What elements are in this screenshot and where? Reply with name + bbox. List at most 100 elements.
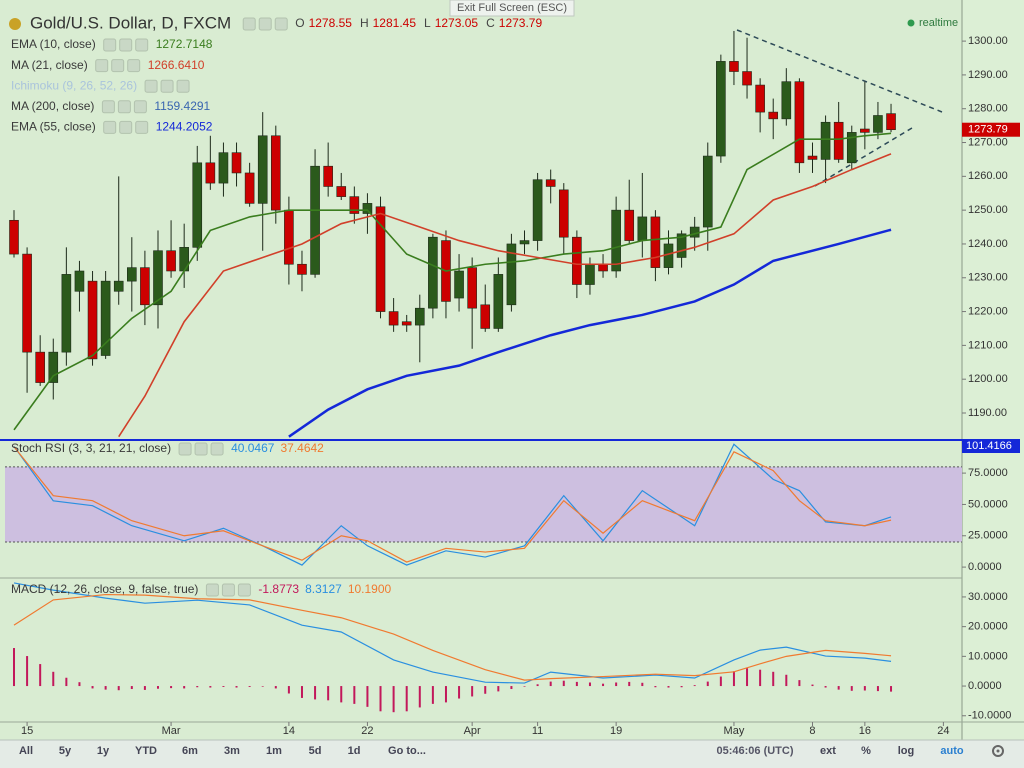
histogram-bar <box>680 686 683 688</box>
pane-title: Stoch RSI (3, 3, 21, 21, close) <box>11 441 171 455</box>
histogram-bar <box>392 686 395 713</box>
histogram-bar <box>562 680 565 687</box>
range-button[interactable]: 5y <box>59 745 72 757</box>
y-tick-label: 1240.00 <box>968 238 1008 250</box>
y-tick-label: 0.0000 <box>968 561 1002 573</box>
candle-body <box>689 226 700 238</box>
legend-icon <box>95 59 109 73</box>
histogram-bar <box>300 686 303 698</box>
ohlc-value: 1273.79 <box>499 16 543 30</box>
histogram-bar <box>798 680 801 687</box>
histogram-bar <box>693 685 696 687</box>
candle-body <box>702 155 713 228</box>
histogram-bar <box>143 686 146 690</box>
legend-value: 1266.6410 <box>148 58 205 72</box>
candle-body <box>598 263 608 272</box>
histogram-bar <box>91 686 94 689</box>
y-tick-label: 1200.00 <box>968 373 1008 385</box>
histogram-bar <box>287 686 290 694</box>
histogram-bar <box>327 686 330 701</box>
x-tick-label: 11 <box>532 725 543 737</box>
range-button[interactable]: YTD <box>135 745 157 757</box>
histogram-bar <box>602 683 605 687</box>
range-button[interactable]: Go to... <box>388 745 426 757</box>
legend-value: -1.8773 <box>258 582 299 596</box>
histogram-bar <box>196 686 199 688</box>
y-tick-label: 1190.00 <box>968 407 1007 419</box>
axis-option[interactable]: % <box>861 745 871 757</box>
candle-body <box>192 162 203 248</box>
legend-icon <box>178 442 192 456</box>
legend-icon <box>119 38 133 52</box>
histogram-bar <box>732 671 735 687</box>
legend-icon <box>119 120 133 134</box>
x-tick-label: 16 <box>859 725 871 737</box>
histogram-bar <box>549 681 552 687</box>
histogram-bar <box>628 681 631 687</box>
candle-body <box>676 233 687 258</box>
legend-name: EMA (55, close) <box>11 120 96 134</box>
legend-value: 1244.2052 <box>156 120 213 134</box>
histogram-bar <box>588 682 591 687</box>
clock: 05:46:06 (UTC) <box>716 745 793 757</box>
range-button[interactable]: 1y <box>97 745 110 757</box>
candle-body <box>532 179 543 241</box>
axis-option[interactable]: log <box>898 745 915 757</box>
range-button[interactable]: 1d <box>348 745 361 757</box>
y-tick-label: 20.0000 <box>968 621 1008 633</box>
candle-body <box>742 71 752 86</box>
pane <box>13 648 893 713</box>
legend-icon <box>205 583 219 597</box>
histogram-bar <box>366 686 369 707</box>
candle-body <box>833 121 844 160</box>
histogram-bar <box>444 686 447 703</box>
top-line-tag <box>962 439 1020 453</box>
histogram-bar <box>458 686 461 699</box>
banner[interactable]: Exit Full Screen (ESC) <box>457 2 567 14</box>
candle-body <box>257 135 268 204</box>
toolbar-bg <box>0 740 1024 768</box>
candle-body <box>794 81 805 164</box>
candle-body <box>506 243 517 306</box>
range-button[interactable]: 1m <box>266 745 282 757</box>
candle-body <box>310 165 320 275</box>
range-button[interactable]: 6m <box>182 745 198 757</box>
histogram-bar <box>719 676 722 687</box>
histogram-bar <box>248 686 251 687</box>
candle-body <box>100 280 111 356</box>
candle-body <box>729 61 739 72</box>
ohlc-prefix: H <box>360 16 369 30</box>
candle-body <box>231 152 242 174</box>
candle-body <box>480 304 491 329</box>
candle-body <box>74 270 85 292</box>
candle-body <box>860 128 870 133</box>
legend-icon <box>111 59 125 73</box>
series-line <box>13 593 892 681</box>
legend-name: MA (200, close) <box>11 99 94 113</box>
legend-name: MA (21, close) <box>11 58 88 72</box>
histogram-bar <box>484 686 487 694</box>
candle-body <box>218 152 229 184</box>
range-button[interactable]: 3m <box>224 745 240 757</box>
candle-body <box>22 253 32 353</box>
top-line-label: 101.4166 <box>966 440 1012 452</box>
legend-value: 8.3127 <box>305 582 342 596</box>
range-button[interactable]: 5d <box>309 745 322 757</box>
histogram-bar <box>523 686 526 687</box>
banner-box[interactable] <box>449 0 575 17</box>
gear-icon[interactable] <box>992 745 1004 757</box>
axis-option[interactable]: ext <box>820 745 836 757</box>
legend-icon <box>221 583 235 597</box>
overlay-line <box>13 132 892 431</box>
candle-body <box>87 280 98 360</box>
candle-body <box>48 351 59 383</box>
range-button[interactable]: All <box>19 745 33 757</box>
candle-body <box>297 263 307 275</box>
axis-option[interactable]: auto <box>940 745 964 757</box>
candle-body <box>781 81 792 120</box>
candle-body <box>284 209 294 265</box>
histogram-bar <box>13 648 15 687</box>
chart-title: Gold/U.S. Dollar, D, FXCM <box>30 13 231 32</box>
